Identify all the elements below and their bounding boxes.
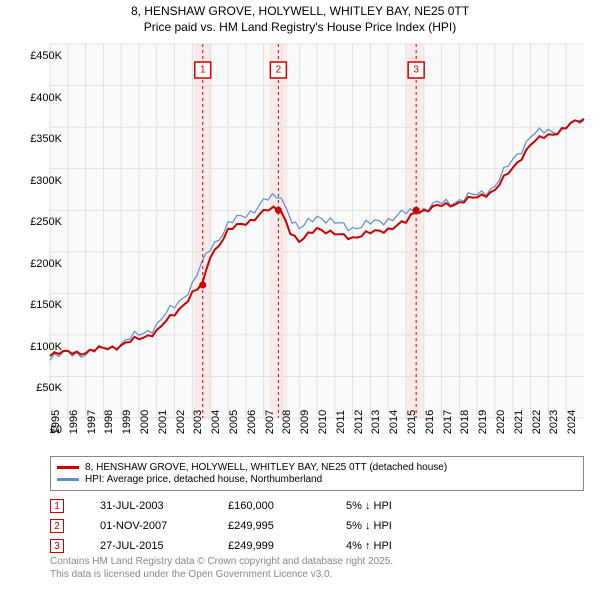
chart-plot-area: 1 2 3 xyxy=(50,44,584,418)
x-tick-label: 2010 xyxy=(317,410,329,434)
x-tick-label: 2018 xyxy=(459,410,471,434)
marker-hpi: 4% ↑ HPI xyxy=(346,540,466,552)
markers-table: 1 31-JUL-2003 £160,000 5% ↓ HPI 2 01-NOV-2007… xyxy=(50,496,584,556)
chart-container: 8, HENSHAW GROVE, HOLYWELL, WHITLEY BAY,… xyxy=(0,0,600,590)
x-tick-label: 2017 xyxy=(442,410,454,434)
x-tick-label: 2004 xyxy=(210,410,222,434)
x-tick-label: 1996 xyxy=(68,410,80,434)
x-tick-label: 2008 xyxy=(281,410,293,434)
legend-label: 8, HENSHAW GROVE, HOLYWELL, WHITLEY BAY,… xyxy=(85,462,447,473)
x-tick-label: 2012 xyxy=(353,410,365,434)
footer-line-2: This data is licensed under the Open Gov… xyxy=(50,569,584,582)
y-tick-label: £400K xyxy=(30,92,62,104)
x-tick-label: 2021 xyxy=(513,410,525,434)
marker-number-box: 1 xyxy=(50,499,64,513)
x-tick-label: 2020 xyxy=(495,410,507,434)
x-tick-label: 2006 xyxy=(246,410,258,434)
legend-label: HPI: Average price, detached house, Nort… xyxy=(85,474,322,485)
x-tick-label: 2015 xyxy=(406,410,418,434)
svg-text:2: 2 xyxy=(276,65,282,76)
marker-price: £160,000 xyxy=(228,500,338,512)
x-tick-label: 2014 xyxy=(388,410,400,434)
x-tick-label: 2016 xyxy=(424,410,436,434)
legend-item: HPI: Average price, detached house, Nort… xyxy=(57,474,577,485)
x-tick-label: 2011 xyxy=(335,410,347,434)
x-tick-label: 1999 xyxy=(121,410,133,434)
footer-attribution: Contains HM Land Registry data © Crown c… xyxy=(50,556,584,581)
title-line-1: 8, HENSHAW GROVE, HOLYWELL, WHITLEY BAY,… xyxy=(0,4,600,20)
legend: 8, HENSHAW GROVE, HOLYWELL, WHITLEY BAY,… xyxy=(50,456,584,491)
x-tick-label: 2019 xyxy=(477,410,489,434)
y-tick-label: £200K xyxy=(30,258,62,270)
x-tick-label: 1995 xyxy=(50,410,62,434)
x-tick-label: 2000 xyxy=(139,410,151,434)
marker-number-box: 3 xyxy=(50,539,64,553)
chart-svg: 1 2 3 xyxy=(50,44,584,418)
chart-title: 8, HENSHAW GROVE, HOLYWELL, WHITLEY BAY,… xyxy=(0,0,600,35)
marker-row: 1 31-JUL-2003 £160,000 5% ↓ HPI xyxy=(50,496,584,516)
x-tick-label: 2001 xyxy=(157,410,169,434)
marker-date: 01-NOV-2007 xyxy=(100,520,220,532)
y-tick-label: £450K xyxy=(30,50,62,62)
svg-text:3: 3 xyxy=(413,65,419,76)
legend-item: 8, HENSHAW GROVE, HOLYWELL, WHITLEY BAY,… xyxy=(57,462,577,473)
y-tick-label: £50K xyxy=(36,382,62,394)
title-line-2: Price paid vs. HM Land Registry's House … xyxy=(0,20,600,36)
svg-text:1: 1 xyxy=(200,65,206,76)
x-tick-label: 1998 xyxy=(103,410,115,434)
marker-hpi: 5% ↓ HPI xyxy=(346,520,466,532)
y-tick-label: £350K xyxy=(30,133,62,145)
marker-number-box: 2 xyxy=(50,519,64,533)
x-tick-label: 2013 xyxy=(370,410,382,434)
y-tick-label: £100K xyxy=(30,341,62,353)
legend-swatch xyxy=(57,478,79,481)
marker-hpi: 5% ↓ HPI xyxy=(346,500,466,512)
y-tick-label: £150K xyxy=(30,299,62,311)
x-tick-label: 2009 xyxy=(299,410,311,434)
x-tick-label: 2024 xyxy=(566,410,578,434)
marker-date: 31-JUL-2003 xyxy=(100,500,220,512)
marker-price: £249,995 xyxy=(228,520,338,532)
y-tick-label: £250K xyxy=(30,216,62,228)
footer-line-1: Contains HM Land Registry data © Crown c… xyxy=(50,556,584,569)
x-tick-label: 2003 xyxy=(192,410,204,434)
x-tick-label: 2023 xyxy=(548,410,560,434)
x-tick-label: 2005 xyxy=(228,410,240,434)
x-tick-label: 2002 xyxy=(175,410,187,434)
x-tick-label: 2022 xyxy=(531,410,543,434)
legend-swatch xyxy=(57,466,79,469)
marker-date: 27-JUL-2015 xyxy=(100,540,220,552)
marker-price: £249,999 xyxy=(228,540,338,552)
marker-row: 2 01-NOV-2007 £249,995 5% ↓ HPI xyxy=(50,516,584,536)
x-tick-label: 2007 xyxy=(264,410,276,434)
y-tick-label: £300K xyxy=(30,175,62,187)
x-tick-label: 1997 xyxy=(86,410,98,434)
marker-row: 3 27-JUL-2015 £249,999 4% ↑ HPI xyxy=(50,536,584,556)
